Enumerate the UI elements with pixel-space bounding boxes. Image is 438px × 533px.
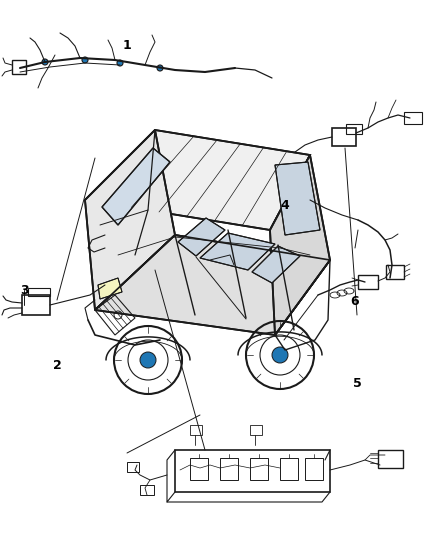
Polygon shape <box>270 155 330 335</box>
Bar <box>386 265 404 279</box>
Bar <box>404 112 422 124</box>
Bar <box>140 485 154 495</box>
Polygon shape <box>275 162 320 235</box>
Bar <box>22 295 50 315</box>
Polygon shape <box>178 218 225 256</box>
Bar <box>127 462 139 472</box>
Circle shape <box>272 347 288 363</box>
Bar <box>305 458 323 480</box>
Bar <box>28 288 50 296</box>
Polygon shape <box>102 148 170 225</box>
Polygon shape <box>85 130 175 310</box>
Polygon shape <box>252 246 300 283</box>
Bar <box>332 128 356 146</box>
Circle shape <box>42 59 48 65</box>
Text: 1: 1 <box>123 39 131 52</box>
Circle shape <box>140 352 156 368</box>
Circle shape <box>117 60 123 66</box>
Bar <box>358 275 378 289</box>
Polygon shape <box>95 235 330 335</box>
Circle shape <box>157 65 163 71</box>
Bar <box>220 458 238 480</box>
Bar <box>250 458 268 480</box>
Bar <box>175 450 330 492</box>
Bar <box>250 425 262 435</box>
Polygon shape <box>200 233 275 270</box>
Bar <box>346 124 362 134</box>
Bar <box>12 60 26 74</box>
Bar <box>378 450 403 468</box>
Text: 6: 6 <box>350 295 359 308</box>
Text: 3: 3 <box>20 284 28 297</box>
Text: 2: 2 <box>53 359 61 372</box>
Polygon shape <box>85 130 310 230</box>
Bar <box>190 425 202 435</box>
Bar <box>190 458 208 480</box>
Text: 5: 5 <box>353 377 361 390</box>
Text: 4: 4 <box>280 199 289 212</box>
Circle shape <box>82 57 88 63</box>
Polygon shape <box>98 278 122 299</box>
Bar <box>280 458 298 480</box>
